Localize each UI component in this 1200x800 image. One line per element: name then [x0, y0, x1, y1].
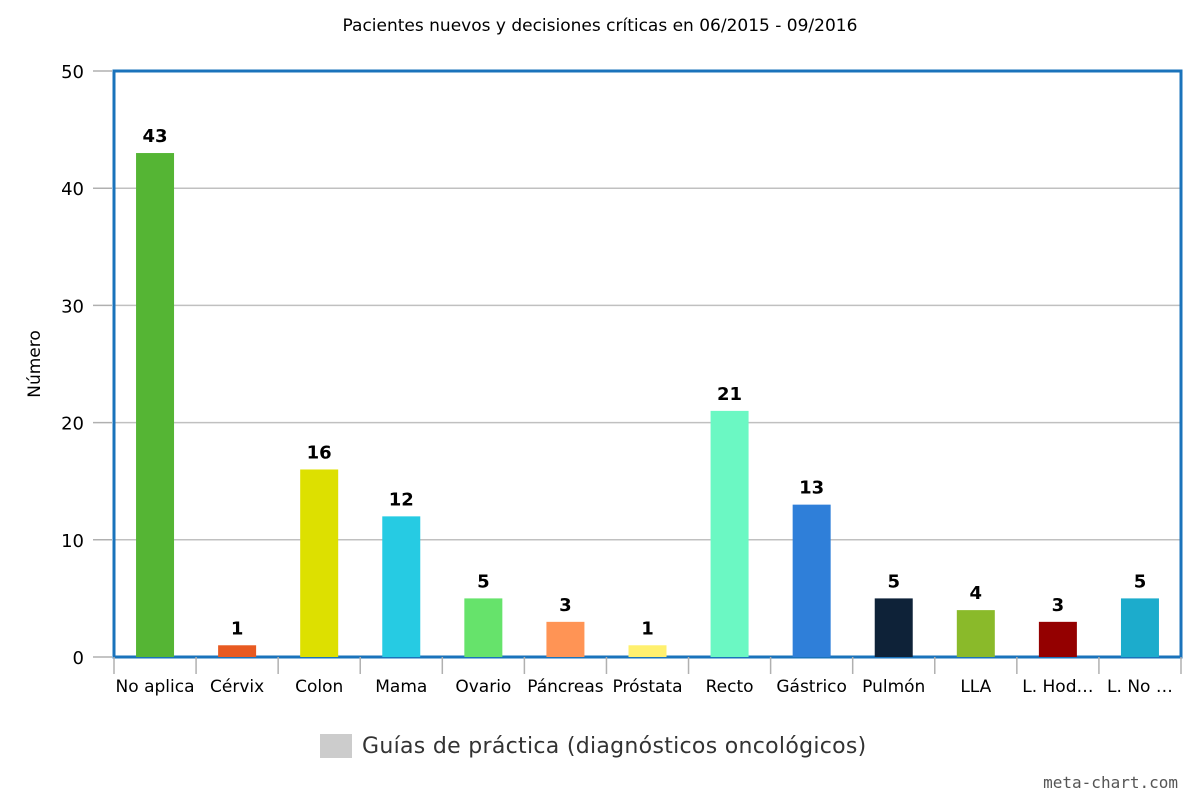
- data-label: 3: [559, 595, 572, 616]
- data-label: 1: [231, 618, 244, 639]
- bar: [874, 598, 913, 657]
- legend: Guías de práctica (diagnósticos oncológi…: [320, 731, 867, 761]
- data-label: 3: [1052, 595, 1065, 616]
- y-tick-label: 40: [61, 179, 84, 200]
- x-tick-label: No aplica: [116, 677, 195, 697]
- x-tick-label: Recto: [706, 677, 754, 697]
- x-tick-label: Páncreas: [527, 677, 604, 697]
- legend-label: Guías de práctica (diagnósticos oncológi…: [362, 733, 867, 759]
- bar: [628, 645, 667, 657]
- y-axis-label: Número: [25, 330, 45, 398]
- data-label: 21: [717, 384, 742, 405]
- bar: [464, 598, 503, 657]
- data-label: 12: [389, 489, 414, 510]
- data-label: 5: [1134, 571, 1147, 592]
- data-label: 43: [143, 126, 168, 147]
- y-tick-label: 50: [61, 62, 84, 83]
- bar: [792, 504, 831, 657]
- x-tick-label: L. Hod…: [1022, 677, 1093, 697]
- plot-frame: [112, 69, 1183, 659]
- x-tick-label: Pulmón: [862, 677, 925, 697]
- bar: [546, 621, 585, 657]
- data-label: 5: [477, 571, 490, 592]
- x-tick-label: Colon: [295, 677, 343, 697]
- bar: [1120, 598, 1159, 657]
- x-tick-label: Cérvix: [210, 677, 264, 697]
- y-tick-label: 10: [61, 531, 84, 552]
- bar: [382, 516, 421, 657]
- data-label: 13: [799, 478, 824, 499]
- bar: [300, 469, 339, 657]
- y-tick-label: 0: [73, 648, 84, 669]
- data-label: 5: [887, 571, 900, 592]
- x-tick-label: L. No …: [1107, 677, 1173, 697]
- y-tick-label: 30: [61, 296, 84, 317]
- watermark: meta-chart.com: [1043, 773, 1178, 792]
- chart-title: Pacientes nuevos y decisiones críticas e…: [342, 16, 858, 36]
- bar: [956, 610, 995, 657]
- bar: [136, 153, 175, 658]
- y-tick-label: 20: [61, 414, 84, 435]
- data-label: 16: [307, 442, 332, 463]
- data-label: 4: [970, 583, 983, 604]
- bar: [218, 645, 257, 657]
- x-tick-label: Próstata: [613, 677, 683, 697]
- data-label: 1: [641, 618, 654, 639]
- x-tick-label: LLA: [960, 677, 991, 697]
- legend-swatch: [320, 734, 352, 758]
- x-tick-label: Ovario: [455, 677, 511, 697]
- x-tick-label: Mama: [375, 677, 427, 697]
- x-tick-label: Gástrico: [776, 677, 847, 697]
- bar: [1038, 621, 1077, 657]
- bar: [710, 410, 749, 657]
